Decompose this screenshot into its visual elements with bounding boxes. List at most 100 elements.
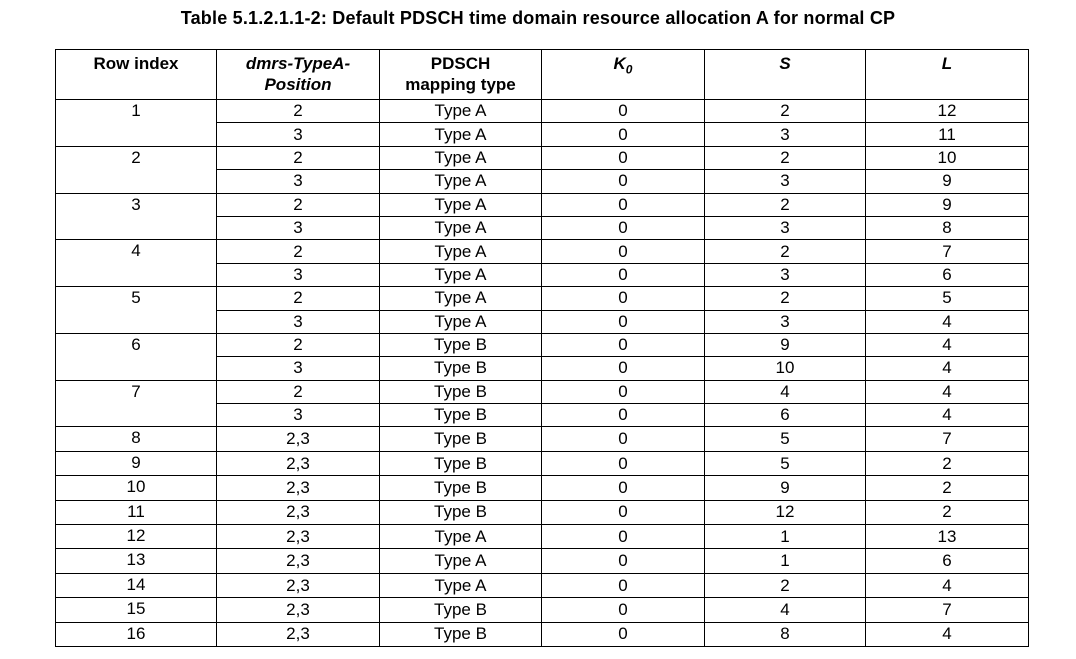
k0-cell: 0 bbox=[541, 572, 705, 599]
k0-cell: 0 bbox=[541, 426, 705, 452]
mapping-type-cell: Type B bbox=[379, 403, 542, 428]
k0-cell: 0 bbox=[541, 169, 705, 194]
mapping-type-cell: Type A bbox=[379, 262, 542, 288]
dmrs-position-cell: 2,3 bbox=[216, 597, 380, 623]
mapping-type-cell: Type B bbox=[379, 356, 542, 381]
row-index-cell: 9 bbox=[55, 450, 217, 477]
row-index-cell: 3 bbox=[55, 192, 217, 241]
table-title: Table 5.1.2.1.1-2: Default PDSCH time do… bbox=[180, 8, 896, 28]
table-row: 3 Type B 0 10 4 bbox=[56, 356, 1029, 381]
header-l: L bbox=[865, 49, 1029, 100]
mapping-type-cell: Type B bbox=[379, 426, 542, 452]
s-cell: 2 bbox=[704, 239, 866, 264]
row-index-cell: 1 bbox=[55, 99, 217, 147]
dmrs-position-cell: 2,3 bbox=[216, 499, 380, 526]
row-index-cell: 6 bbox=[55, 332, 217, 381]
mapping-type-cell: Type A bbox=[379, 192, 542, 217]
k0-cell: 0 bbox=[541, 286, 705, 311]
k0-cell: 0 bbox=[541, 192, 705, 217]
header-pdsch-mapping-type: PDSCH mapping type bbox=[379, 49, 542, 100]
dmrs-position-cell: 3 bbox=[216, 403, 380, 428]
header-row-index: Row index bbox=[55, 49, 217, 100]
l-cell: 4 bbox=[865, 332, 1029, 358]
mapping-type-cell: Type B bbox=[379, 332, 542, 358]
header-dmrs-line2: Position bbox=[264, 75, 332, 94]
l-cell: 12 bbox=[865, 98, 1029, 124]
resource-allocation-table: Row index dmrs-TypeA- Position PDSCH map… bbox=[55, 49, 1029, 647]
s-cell: 2 bbox=[704, 192, 866, 217]
k0-cell: 0 bbox=[541, 122, 705, 147]
mapping-type-cell: Type A bbox=[379, 145, 542, 171]
s-cell: 6 bbox=[704, 403, 866, 428]
dmrs-position-cell: 2,3 bbox=[216, 450, 380, 477]
dmrs-position-cell: 2,3 bbox=[216, 548, 380, 574]
s-cell: 2 bbox=[704, 286, 866, 311]
row-index-cell: 5 bbox=[55, 286, 217, 334]
mapping-type-cell: Type A bbox=[379, 524, 542, 550]
l-cell: 9 bbox=[865, 192, 1029, 217]
l-cell: 4 bbox=[865, 356, 1029, 381]
l-cell: 2 bbox=[865, 475, 1029, 501]
row-index-cell: 14 bbox=[55, 572, 217, 599]
k0-cell: 0 bbox=[541, 98, 705, 124]
mapping-type-cell: Type B bbox=[379, 621, 542, 647]
k0-cell: 0 bbox=[541, 597, 705, 623]
row-index-cell: 16 bbox=[55, 621, 217, 647]
table-row: 2 2 Type A 0 2 10 bbox=[55, 145, 1029, 194]
header-row: Row index dmrs-TypeA- Position PDSCH map… bbox=[55, 49, 1029, 100]
s-cell: 2 bbox=[704, 145, 866, 171]
mapping-type-cell: Type A bbox=[379, 215, 542, 241]
dmrs-position-cell: 2,3 bbox=[216, 426, 380, 452]
s-cell: 5 bbox=[704, 450, 866, 477]
dmrs-position-cell: 2,3 bbox=[216, 621, 380, 647]
s-cell: 3 bbox=[704, 215, 866, 241]
header-s: S bbox=[704, 49, 866, 100]
s-cell: 9 bbox=[704, 475, 866, 501]
l-cell: 7 bbox=[865, 426, 1029, 452]
s-cell: 2 bbox=[704, 572, 866, 599]
row-index-cell: 15 bbox=[55, 597, 217, 623]
l-cell: 10 bbox=[865, 145, 1029, 171]
header-k0-letter: K bbox=[613, 54, 626, 73]
mapping-type-cell: Type A bbox=[379, 239, 542, 264]
row-index-cell: 2 bbox=[55, 145, 217, 194]
k0-cell: 0 bbox=[541, 309, 705, 334]
dmrs-position-cell: 3 bbox=[216, 169, 380, 194]
mapping-type-cell: Type A bbox=[379, 98, 542, 124]
mapping-type-cell: Type B bbox=[379, 379, 542, 405]
table-row: 12 2,3 Type A 0 1 13 bbox=[55, 524, 1029, 550]
s-cell: 8 bbox=[704, 621, 866, 647]
dmrs-position-cell: 2 bbox=[216, 239, 380, 264]
mapping-type-cell: Type A bbox=[379, 309, 542, 334]
s-cell: 10 bbox=[704, 356, 866, 381]
k0-cell: 0 bbox=[541, 215, 705, 241]
l-cell: 11 bbox=[865, 122, 1029, 147]
k0-cell: 0 bbox=[541, 379, 705, 405]
row-index-cell: 10 bbox=[55, 475, 217, 501]
l-cell: 4 bbox=[865, 403, 1029, 428]
table-row: 1 2 Type A 0 2 12 bbox=[55, 98, 1029, 147]
k0-cell: 0 bbox=[541, 403, 705, 428]
dmrs-position-cell: 2 bbox=[216, 98, 380, 124]
dmrs-position-cell: 2 bbox=[216, 379, 380, 405]
k0-cell: 0 bbox=[541, 499, 705, 526]
row-index-cell: 12 bbox=[55, 524, 217, 550]
l-cell: 2 bbox=[865, 499, 1029, 526]
mapping-type-cell: Type A bbox=[379, 548, 542, 574]
l-cell: 13 bbox=[865, 524, 1029, 550]
l-cell: 4 bbox=[865, 621, 1029, 647]
k0-cell: 0 bbox=[541, 548, 705, 574]
row-index-cell: 8 bbox=[55, 426, 217, 452]
